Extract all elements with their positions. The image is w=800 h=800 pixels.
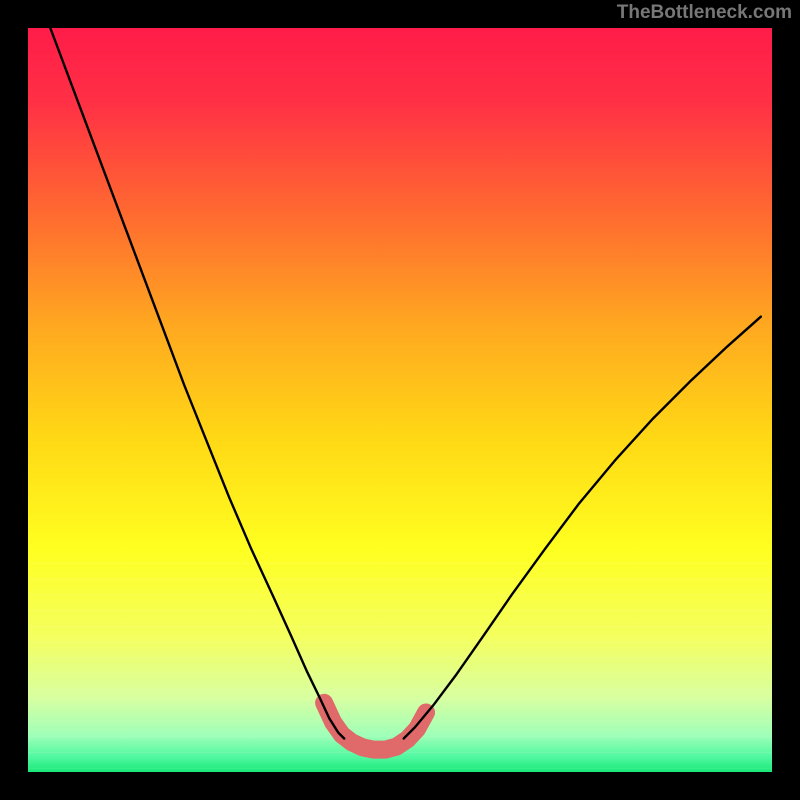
watermark-text: TheBottleneck.com (617, 2, 792, 24)
gradient-background (28, 28, 772, 772)
plot-area (28, 28, 772, 772)
chart-canvas: TheBottleneck.com (0, 0, 800, 800)
